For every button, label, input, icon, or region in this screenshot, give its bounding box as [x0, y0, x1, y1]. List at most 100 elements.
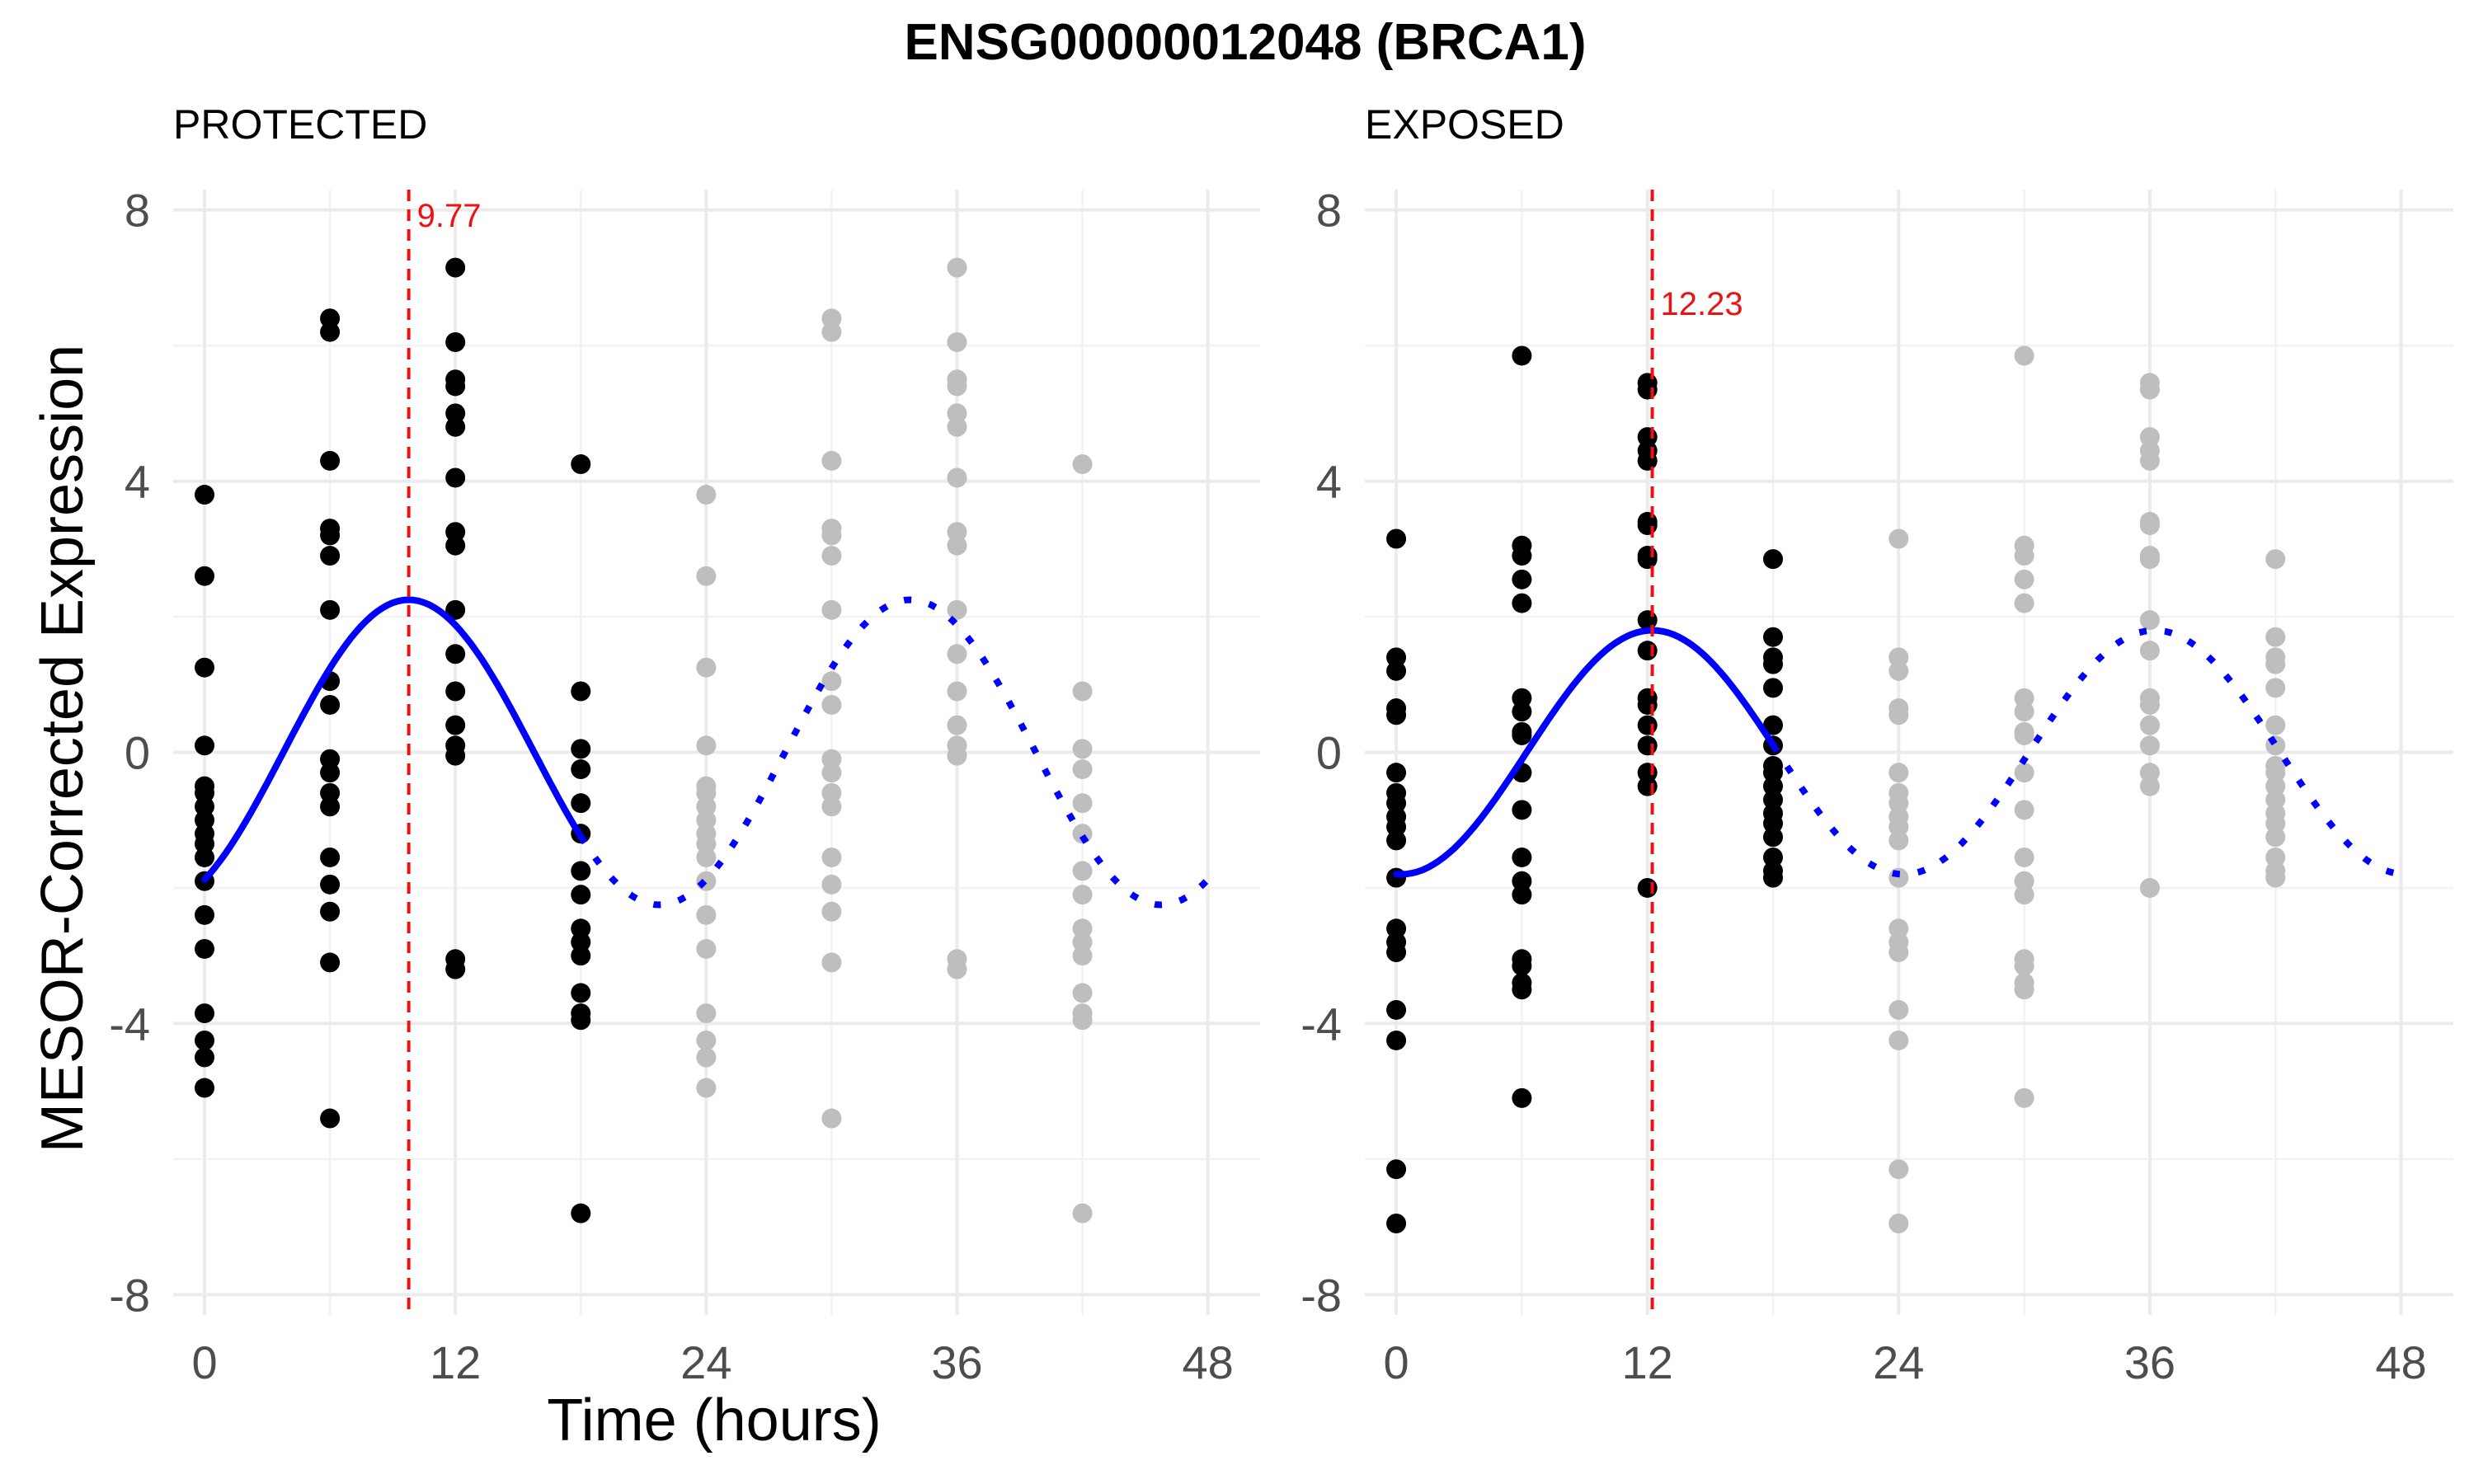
repeated-point [696, 796, 717, 817]
repeated-point [2139, 641, 2160, 661]
fit-curve-observed [1393, 627, 1776, 878]
repeated-point [696, 810, 717, 830]
data-point [195, 1047, 215, 1068]
data-point [571, 932, 591, 952]
data-point [445, 257, 466, 278]
data-point [1763, 627, 1783, 647]
data-point [320, 599, 341, 620]
repeated-point [947, 416, 967, 437]
data-point [320, 322, 341, 342]
data-point [1763, 790, 1783, 810]
repeated-point [2265, 847, 2286, 867]
repeated-point [947, 681, 967, 702]
data-point [1386, 1030, 1407, 1050]
repeated-point [2014, 871, 2034, 891]
y-tick-label: 4 [125, 456, 150, 508]
repeated-point [947, 599, 967, 620]
repeated-point [821, 599, 842, 620]
data-point [320, 874, 341, 895]
repeated-point [696, 834, 717, 854]
repeated-point [947, 522, 967, 542]
data-point [195, 810, 215, 830]
repeated-point [696, 871, 717, 891]
data-point [1763, 654, 1783, 674]
data-point [1637, 450, 1658, 471]
x-tick-label: 0 [191, 1336, 217, 1388]
data-point [320, 694, 341, 715]
repeated-point [2014, 763, 2034, 783]
repeated-point [821, 694, 842, 715]
repeated-point [2014, 569, 2034, 589]
data-point [571, 739, 591, 759]
data-point [1386, 528, 1407, 549]
repeated-point [2265, 763, 2286, 783]
repeated-point [1888, 660, 1909, 681]
repeated-point [1072, 759, 1093, 780]
data-point [1637, 715, 1658, 735]
data-point [1512, 702, 1532, 722]
repeated-point [1888, 918, 1909, 939]
x-axis-label: Time (hours) [547, 1388, 881, 1453]
repeated-point [1072, 861, 1093, 881]
repeated-point [1888, 1030, 1909, 1050]
data-point [195, 782, 215, 803]
repeated-point [696, 782, 717, 803]
repeated-point [947, 715, 967, 735]
data-point [1512, 593, 1532, 613]
y-tick-label: 4 [1316, 456, 1342, 508]
repeated-point [696, 847, 717, 867]
repeated-point [696, 566, 717, 586]
data-point [1763, 776, 1783, 796]
data-point [1763, 678, 1783, 698]
data-point [1512, 725, 1532, 745]
repeated-point [2014, 956, 2034, 976]
repeated-point [821, 308, 842, 329]
data-point [1637, 610, 1658, 631]
x-tick-label: 48 [2375, 1336, 2426, 1388]
repeated-point [1888, 1159, 1909, 1180]
repeated-point [821, 874, 842, 895]
repeated-point [2014, 546, 2034, 566]
repeated-point [947, 467, 967, 488]
repeated-point [1888, 793, 1909, 814]
x-tick-label: 24 [680, 1336, 731, 1388]
repeated-point [947, 332, 967, 353]
data-point [1763, 813, 1783, 834]
repeated-point [2265, 678, 2286, 698]
data-point [445, 959, 466, 979]
repeated-point [821, 671, 842, 692]
data-point [445, 681, 466, 702]
data-point [195, 938, 215, 959]
data-point [1386, 1213, 1407, 1233]
data-point [1763, 827, 1783, 848]
data-point [1386, 942, 1407, 963]
repeated-point [821, 847, 842, 867]
data-point [1512, 800, 1532, 820]
data-point [1763, 715, 1783, 735]
repeated-point [821, 782, 842, 803]
y-tick-label: -8 [109, 1269, 150, 1321]
data-point [571, 1010, 591, 1031]
data-point [445, 522, 466, 542]
repeated-point [2265, 827, 2286, 848]
data-point [571, 759, 591, 780]
data-point [195, 1003, 215, 1024]
data-point [1512, 871, 1532, 891]
data-point [571, 918, 591, 939]
repeated-point [1072, 1010, 1093, 1031]
data-point [445, 376, 466, 397]
repeated-point [1888, 763, 1909, 783]
repeated-point [2139, 549, 2160, 570]
panel-title: EXPOSED [1365, 101, 1564, 148]
repeated-point [2139, 715, 2160, 735]
data-point [571, 454, 591, 475]
repeated-point [1072, 932, 1093, 952]
y-tick-label: -4 [109, 998, 150, 1050]
data-point [1763, 867, 1783, 888]
repeated-point [821, 546, 842, 566]
repeated-point [696, 1078, 717, 1098]
data-point [320, 546, 341, 566]
data-point [1386, 793, 1407, 814]
data-point [320, 796, 341, 817]
repeated-point [1072, 946, 1093, 966]
